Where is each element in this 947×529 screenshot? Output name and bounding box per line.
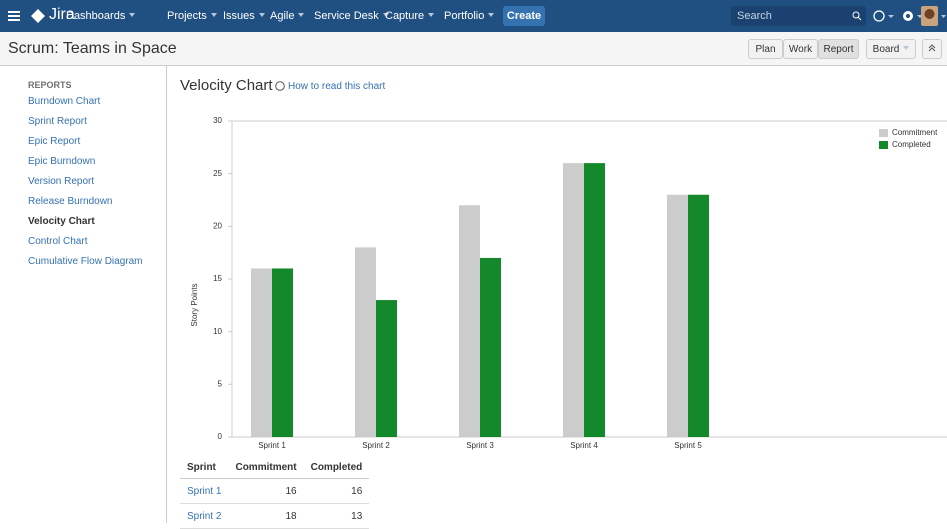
help-link[interactable]: How to read this chart (275, 81, 385, 92)
table-header: Completed (304, 457, 370, 479)
collapse-button[interactable] (922, 39, 942, 59)
x-tick-label: Sprint 2 (362, 441, 390, 450)
y-tick-label: 25 (213, 169, 222, 178)
create-button[interactable]: Create (503, 6, 545, 26)
sidebar-link[interactable]: Release Burndown (28, 196, 113, 207)
bar (272, 268, 293, 437)
x-tick-label: Sprint 5 (674, 441, 702, 450)
menu-icon[interactable] (8, 10, 20, 21)
table-cell: 16 (304, 479, 370, 504)
nav-item[interactable]: Service Desk (314, 10, 389, 22)
nav-item[interactable]: Agile (270, 10, 304, 22)
chart: Story Points 0 5 10 15 20 25 30 Sprint 1 Sprint … (166, 100, 947, 455)
bar (355, 247, 376, 437)
x-tick-label: Sprint 4 (570, 441, 598, 450)
y-tick-label: 5 (218, 379, 223, 388)
table-header: Sprint (180, 457, 228, 479)
sidebar-link[interactable]: Velocity Chart (28, 216, 95, 227)
bar (584, 163, 605, 437)
board-header: Scrum: Teams in Space Plan Work Report B… (0, 32, 947, 66)
nav-item[interactable]: Portfolio (444, 10, 494, 22)
legend-swatch (879, 129, 888, 137)
y-tick-label: 10 (213, 327, 222, 336)
x-tick-label: Sprint 3 (466, 441, 494, 450)
sidebar-link[interactable]: Control Chart (28, 236, 87, 247)
sidebar-link[interactable]: Burndown Chart (28, 96, 100, 107)
sidebar-link[interactable]: Cumulative Flow Diagram (28, 256, 142, 267)
legend-label: Commitment (892, 128, 938, 137)
help-text[interactable]: How to read this chart (288, 81, 385, 92)
board-menu[interactable]: Board (866, 39, 916, 59)
sprint-link[interactable]: Sprint 2 (180, 504, 228, 529)
bar (251, 268, 272, 437)
chart-title: Velocity Chart (180, 77, 273, 94)
table-header: Commitment (228, 457, 303, 479)
bar (459, 205, 480, 437)
y-tick-label: 0 (218, 432, 223, 441)
sidebar-heading: REPORTS (28, 80, 72, 90)
nav-item[interactable]: Projects (167, 10, 217, 22)
nav-item[interactable]: Issues (223, 10, 265, 22)
y-axis-label: Story Points (190, 283, 199, 326)
help-icon (275, 81, 285, 91)
nav-item[interactable]: Capture (385, 10, 434, 22)
help-menu[interactable] (873, 9, 895, 23)
sidebar: REPORTS Burndown Chart Sprint Report Epic … (0, 66, 167, 523)
search-icon[interactable] (852, 11, 862, 21)
collapse-icon (928, 44, 936, 52)
legend-swatch (879, 141, 888, 149)
bar (688, 195, 709, 437)
sidebar-link[interactable]: Epic Report (28, 136, 80, 147)
table-cell: 16 (228, 479, 303, 504)
search-box[interactable]: Search (731, 6, 866, 26)
bar (480, 258, 501, 437)
board-title: Scrum: Teams in Space (8, 40, 177, 58)
jira-icon (30, 8, 46, 24)
sprint-link[interactable]: Sprint 1 (180, 479, 228, 504)
mode-button[interactable]: Report (818, 39, 859, 59)
sidebar-link[interactable]: Version Report (28, 176, 94, 187)
page: Jira Create Search DashboardsProjectsIss… (0, 0, 947, 523)
bar (563, 163, 584, 437)
y-tick-label: 30 (213, 116, 222, 125)
nav-item[interactable]: Dashboards (66, 10, 135, 22)
bar (667, 195, 688, 437)
table-cell: 18 (228, 504, 303, 529)
table-cell: 13 (304, 504, 370, 529)
legend-label: Completed (892, 140, 931, 149)
y-tick-label: 15 (213, 274, 222, 283)
y-tick-label: 20 (213, 221, 222, 230)
mode-button[interactable]: Work (783, 39, 818, 59)
mode-button[interactable]: Plan (748, 39, 783, 59)
sidebar-link[interactable]: Sprint Report (28, 116, 87, 127)
avatar[interactable] (921, 6, 947, 26)
bar (376, 300, 397, 437)
sidebar-link[interactable]: Epic Burndown (28, 156, 95, 167)
x-tick-label: Sprint 1 (258, 441, 286, 450)
